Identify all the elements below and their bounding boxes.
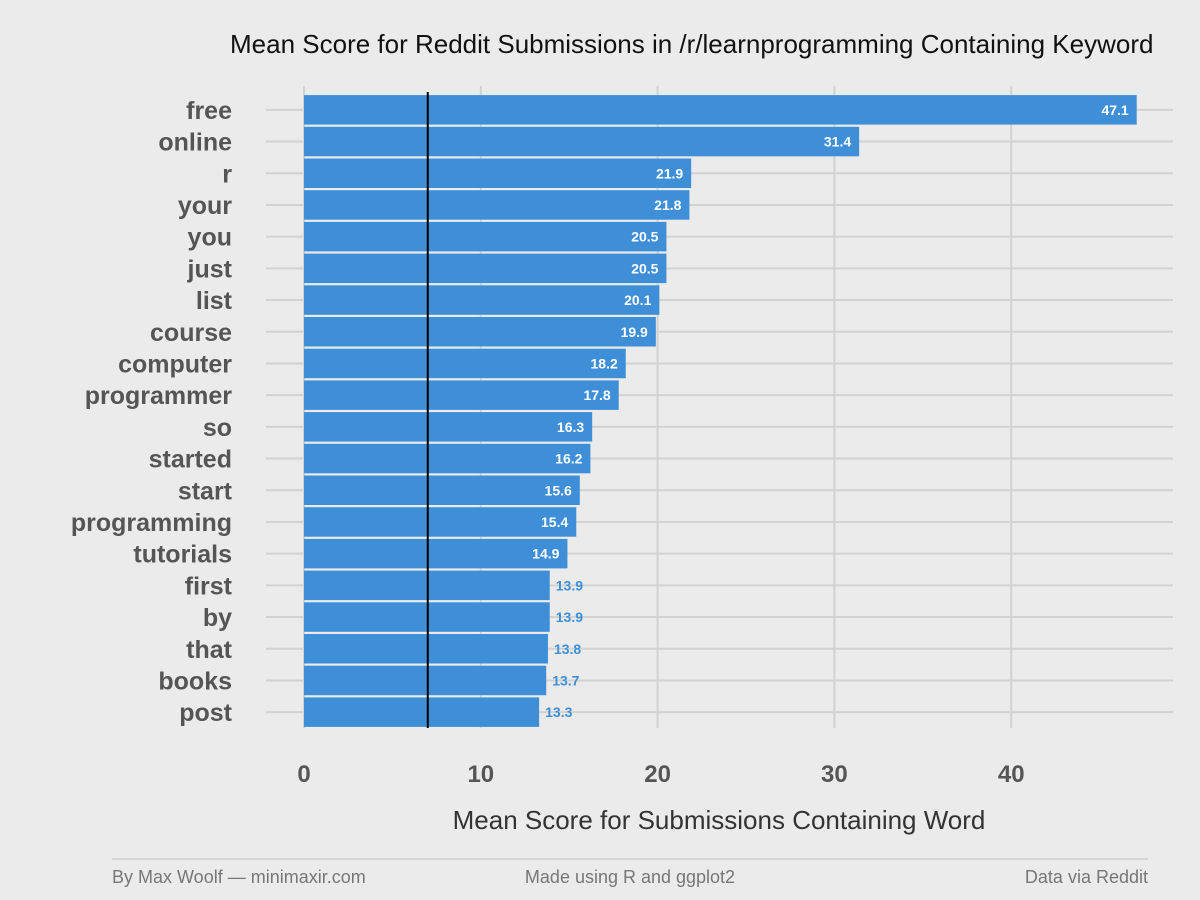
category-label: so [203, 414, 232, 442]
bar-computer [304, 348, 626, 379]
bar-tutorials [304, 538, 568, 569]
data-label: 18.2 [591, 355, 618, 371]
data-label: 19.9 [621, 324, 648, 340]
axis-layer: 0 10 20 30 40 free online r your you just list cours… [71, 97, 1025, 788]
bar-free [304, 95, 1137, 125]
bar-start [304, 475, 580, 505]
label-layer: 47.1 31.4 21.9 21.8 20.5 20.5 20.1 19.918.2 17.8… [532, 102, 1129, 720]
data-label: 13.8 [554, 641, 581, 657]
data-label: 47.1 [1101, 102, 1128, 118]
bar-r [304, 158, 692, 188]
x-tick-label: 10 [467, 761, 494, 788]
category-label: books [158, 667, 232, 695]
data-label: 15.6 [545, 482, 572, 498]
category-label: just [187, 255, 233, 283]
data-label: 20.5 [631, 229, 658, 245]
bar-your [304, 190, 690, 220]
category-label: course [150, 319, 232, 347]
category-label: start [178, 477, 233, 505]
bar-programming [304, 507, 577, 537]
bar-course [304, 317, 656, 347]
data-label: 20.1 [624, 292, 651, 308]
category-label: by [203, 604, 232, 632]
category-label: computer [118, 350, 232, 378]
category-label: your [178, 192, 232, 220]
data-label: 21.8 [654, 197, 681, 213]
bar-online [304, 126, 860, 157]
bar-books [304, 665, 547, 696]
bar-that [304, 634, 548, 664]
category-label: programming [71, 509, 232, 537]
category-label: free [186, 97, 232, 125]
category-label: post [179, 699, 232, 727]
data-label: 14.9 [532, 546, 559, 562]
footer-credit: By Max Woolf — minimaxir.com [112, 867, 366, 887]
data-label: 16.2 [555, 451, 582, 467]
bar-just [304, 253, 667, 284]
footer-source: Data via Reddit [1025, 867, 1148, 887]
data-label: 20.5 [631, 260, 658, 276]
data-label: 16.3 [557, 419, 584, 435]
data-label: 13.9 [556, 577, 583, 593]
category-label: you [188, 224, 232, 252]
data-label: 13.3 [545, 704, 572, 720]
data-label: 21.9 [656, 165, 683, 181]
footer-tools: Made using R and ggplot2 [525, 867, 735, 887]
data-label: 13.9 [556, 609, 583, 625]
category-label: r [222, 160, 232, 188]
x-tick-label: 0 [297, 761, 310, 788]
x-axis-title: Mean Score for Submissions Containing Wo… [453, 805, 986, 835]
data-label: 31.4 [824, 134, 851, 150]
category-label: that [186, 636, 233, 664]
category-label: started [149, 446, 232, 474]
x-tick-label: 40 [998, 761, 1025, 788]
bar-so [304, 412, 593, 442]
bar-post [304, 697, 540, 727]
category-label: online [158, 129, 232, 157]
category-label: programmer [85, 382, 233, 410]
data-label: 17.8 [583, 387, 610, 403]
bar-programmer [304, 380, 619, 410]
x-tick-label: 20 [644, 761, 671, 788]
bar-list [304, 285, 660, 315]
category-label: tutorials [133, 541, 232, 569]
category-label: list [196, 287, 233, 315]
data-label: 15.4 [541, 514, 568, 530]
category-label: first [185, 572, 233, 600]
data-label: 13.7 [552, 672, 579, 688]
chart-title: Mean Score for Reddit Submissions in /r/… [230, 29, 1153, 59]
bar-started [304, 443, 591, 474]
x-tick-label: 30 [821, 761, 848, 788]
bar-you [304, 221, 667, 252]
